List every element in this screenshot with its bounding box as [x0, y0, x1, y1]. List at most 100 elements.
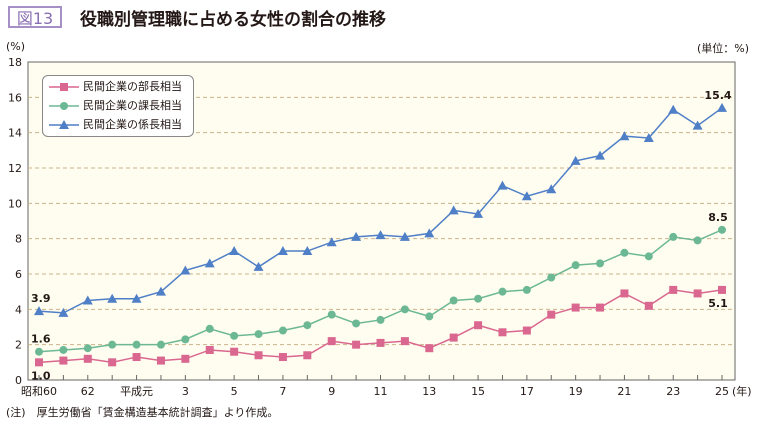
data-point-triangle: [595, 150, 606, 160]
data-point-circle: [596, 259, 605, 268]
data-point-circle: [449, 296, 458, 305]
data-label: 8.5: [708, 211, 728, 224]
legend-label: 民間企業の部長相当: [83, 80, 182, 93]
x-tick-label: 3: [182, 385, 189, 398]
y-tick-label: 6: [15, 268, 22, 281]
data-point-circle: [254, 330, 263, 339]
data-point-triangle: [277, 246, 288, 256]
legend-item-bucho: 民間企業の部長相当: [49, 78, 182, 96]
data-point-square: [181, 354, 190, 363]
data-point-circle: [181, 335, 190, 344]
data-point-triangle: [497, 180, 508, 190]
data-point-circle: [35, 347, 43, 356]
data-point-square: [205, 345, 214, 354]
x-tick-label: 13: [422, 385, 436, 398]
x-tick-label: 17: [520, 385, 534, 398]
legend-item-kakaricho: 民間企業の係長相当: [49, 116, 182, 134]
data-point-square: [498, 328, 507, 337]
data-point-circle: [425, 312, 434, 321]
data-point-circle: [59, 345, 68, 354]
data-point-square: [376, 338, 385, 347]
data-label: 1.0: [31, 369, 51, 382]
data-point-square: [303, 351, 312, 360]
data-point-square: [718, 285, 726, 294]
data-point-circle: [644, 252, 653, 261]
data-point-triangle: [448, 205, 459, 215]
data-point-square: [693, 289, 702, 298]
data-point-square: [522, 326, 531, 335]
data-point-triangle: [570, 155, 581, 165]
y-tick-label: 0: [15, 374, 22, 387]
data-point-circle: [303, 321, 312, 330]
data-label: 1.6: [31, 333, 51, 346]
data-point-circle: [718, 225, 726, 234]
data-point-circle: [278, 326, 287, 335]
data-point-triangle: [229, 246, 240, 256]
data-point-square: [400, 337, 409, 346]
data-point-triangle: [399, 231, 410, 241]
x-axis-unit: (年): [732, 384, 752, 398]
data-point-circle: [400, 305, 409, 314]
data-label: 3.9: [31, 292, 51, 305]
data-point-triangle: [131, 293, 142, 303]
data-point-square: [352, 340, 361, 349]
data-point-triangle: [155, 286, 166, 296]
data-point-square: [449, 333, 458, 342]
data-point-square: [230, 347, 239, 356]
data-point-square: [425, 344, 434, 353]
plot-area: [27, 61, 736, 381]
data-point-square: [254, 351, 263, 360]
y-tick-label: 10: [8, 197, 22, 210]
figure-label: 図13: [8, 6, 62, 28]
data-point-triangle: [473, 208, 484, 218]
data-point-triangle: [58, 307, 69, 317]
data-point-square: [278, 353, 287, 362]
data-point-square: [547, 310, 556, 319]
y-tick-label: 4: [15, 303, 22, 316]
data-point-triangle: [302, 246, 313, 256]
data-point-square: [83, 354, 92, 363]
data-point-square: [596, 303, 605, 312]
legend-label: 民間企業の課長相当: [83, 99, 182, 112]
data-point-circle: [669, 232, 678, 241]
data-point-triangle: [351, 231, 362, 241]
data-point-triangle: [521, 191, 532, 201]
x-tick-label: 23: [666, 385, 680, 398]
square-marker-icon: [49, 83, 79, 91]
data-point-square: [59, 356, 68, 365]
x-tick-label: 平成元: [120, 385, 153, 398]
data-point-circle: [693, 236, 702, 245]
data-point-triangle: [34, 306, 44, 316]
data-point-square: [571, 303, 580, 312]
data-point-triangle: [253, 261, 264, 271]
data-point-circle: [376, 315, 385, 324]
data-point-circle: [327, 310, 336, 319]
data-point-circle: [547, 273, 556, 282]
x-tick-label: 5: [231, 385, 238, 398]
data-point-square: [156, 356, 165, 365]
triangle-marker-icon: [49, 120, 79, 129]
data-point-circle: [522, 285, 531, 294]
data-point-triangle: [643, 132, 654, 142]
y-tick-label: 12: [8, 162, 22, 175]
data-point-square: [669, 285, 678, 294]
x-tick-label: 15: [471, 385, 485, 398]
data-point-triangle: [546, 184, 557, 194]
y-tick-label: 8: [15, 233, 22, 246]
data-label: 15.4: [704, 89, 731, 102]
data-point-square: [132, 353, 141, 362]
data-point-triangle: [82, 295, 93, 305]
data-point-triangle: [619, 131, 630, 141]
data-point-circle: [352, 319, 361, 328]
data-point-circle: [108, 340, 117, 349]
data-point-square: [620, 289, 629, 298]
data-label: 5.1: [708, 297, 728, 310]
data-point-triangle: [375, 230, 386, 240]
data-point-circle: [571, 261, 580, 270]
data-point-square: [644, 301, 653, 310]
y-tick-label: 16: [8, 91, 22, 104]
x-tick-label: 昭和60: [21, 385, 57, 398]
x-tick-label: 19: [569, 385, 583, 398]
data-point-triangle: [326, 237, 337, 247]
